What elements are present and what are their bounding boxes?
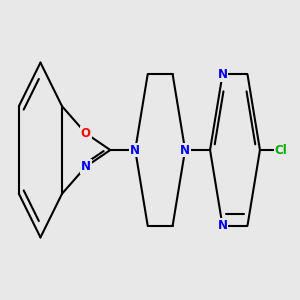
Text: O: O <box>81 127 91 140</box>
Text: Cl: Cl <box>275 143 287 157</box>
Text: N: N <box>218 219 227 232</box>
Text: N: N <box>218 68 227 81</box>
Text: N: N <box>180 143 190 157</box>
Text: N: N <box>81 160 91 173</box>
Text: N: N <box>130 143 140 157</box>
